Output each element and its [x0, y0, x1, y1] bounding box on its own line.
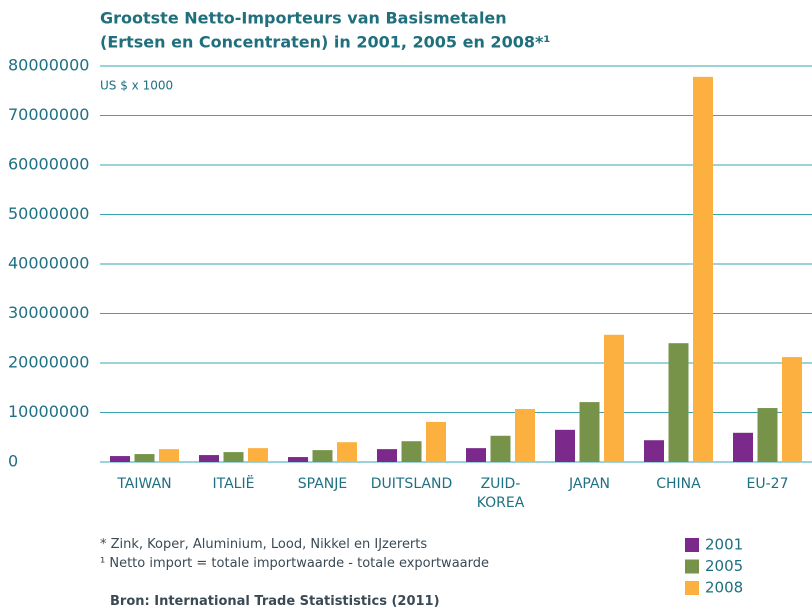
legend-label: 2001: [705, 536, 743, 554]
note: ¹ Netto import = totale importwaarde - t…: [100, 556, 489, 571]
unit-label: US $ x 1000: [100, 79, 173, 93]
y-tick-label: 30000000: [8, 303, 89, 322]
x-tick-label: DUITSLAND: [370, 476, 453, 492]
chart-title: Grootste Netto-Importeurs van Basismetal…: [100, 9, 507, 28]
bar: [579, 402, 600, 462]
y-tick-label: 80000000: [8, 56, 89, 75]
bar: [515, 409, 535, 462]
x-tick-label: ZUID- KOREA: [476, 476, 525, 511]
x-tick-label: CHINA: [656, 476, 701, 492]
bar: [248, 448, 268, 462]
bar: [134, 454, 155, 462]
chart-title: (Ertsen en Concentraten) in 2001, 2005 e…: [100, 33, 550, 52]
legend-label: 2005: [705, 557, 743, 575]
y-tick-label: 70000000: [8, 105, 89, 124]
bar: [110, 456, 130, 462]
bar: [644, 440, 664, 462]
bar: [490, 435, 511, 462]
bar: [555, 429, 575, 462]
bar: [668, 343, 689, 462]
x-tick-label: EU-27: [746, 476, 789, 492]
y-tick-label: 10000000: [8, 402, 89, 421]
bar: [782, 357, 802, 462]
bar: [199, 455, 219, 462]
bar: [466, 448, 486, 462]
y-tick-label: 20000000: [8, 353, 89, 372]
bar: [757, 408, 778, 462]
bar: [377, 449, 397, 462]
bar: [337, 442, 357, 462]
bar: [312, 450, 333, 462]
legend-swatch: [685, 559, 699, 574]
y-tick-label: 40000000: [8, 254, 89, 273]
bar: [288, 457, 308, 462]
x-tick-label: JAPAN: [568, 476, 611, 492]
legend-label: 2008: [705, 579, 743, 597]
bar: [159, 449, 179, 462]
x-tick-label: TAIWAN: [117, 476, 172, 492]
legend-swatch: [685, 581, 699, 595]
bar: [223, 452, 244, 462]
y-tick-label: 60000000: [8, 155, 89, 174]
y-tick-label: 0: [8, 452, 18, 471]
bar: [733, 432, 753, 462]
legend-swatch: [685, 538, 699, 552]
x-tick-label: SPANJE: [297, 476, 348, 492]
x-tick-label: ITALIË: [212, 476, 255, 492]
bar: [401, 441, 422, 462]
bar: [426, 421, 446, 462]
bar: [693, 76, 713, 462]
y-tick-label: 50000000: [8, 204, 89, 223]
note: * Zink, Koper, Aluminium, Lood, Nikkel e…: [100, 537, 428, 552]
source: Bron: International Trade Statististics …: [110, 594, 440, 609]
bar: [604, 334, 624, 462]
